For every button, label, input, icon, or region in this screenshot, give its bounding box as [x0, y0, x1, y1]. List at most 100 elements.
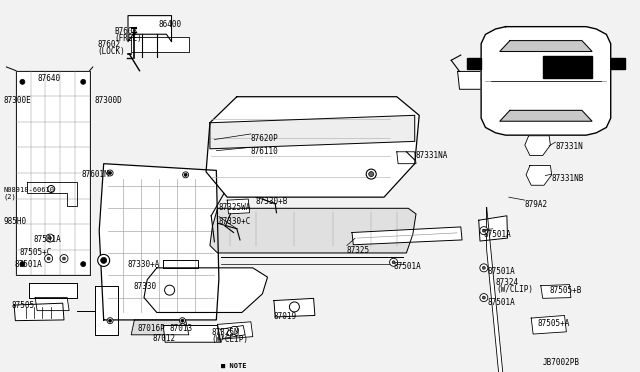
Text: 87324: 87324 — [496, 278, 519, 287]
Circle shape — [164, 285, 175, 295]
Text: 87330+C: 87330+C — [219, 217, 252, 225]
Polygon shape — [541, 285, 571, 298]
Circle shape — [47, 257, 50, 260]
Polygon shape — [163, 326, 221, 342]
Polygon shape — [35, 298, 69, 311]
Text: 87501A: 87501A — [14, 260, 42, 269]
Text: 87330+A: 87330+A — [128, 260, 161, 269]
Text: 87640: 87640 — [37, 74, 60, 83]
Polygon shape — [397, 152, 416, 164]
Text: 87330: 87330 — [133, 282, 156, 291]
Polygon shape — [206, 97, 419, 197]
Circle shape — [483, 266, 485, 269]
Polygon shape — [486, 207, 509, 372]
Circle shape — [184, 173, 187, 176]
Text: 87505+A: 87505+A — [538, 319, 570, 328]
Circle shape — [289, 302, 300, 312]
Polygon shape — [227, 199, 250, 214]
Text: 86400: 86400 — [159, 20, 182, 29]
Text: 87325: 87325 — [347, 246, 370, 254]
Polygon shape — [526, 166, 552, 185]
Circle shape — [483, 296, 485, 299]
Text: 87331N: 87331N — [556, 142, 583, 151]
Text: 87013: 87013 — [170, 324, 193, 333]
Text: 876110: 876110 — [251, 147, 278, 156]
Polygon shape — [531, 315, 566, 334]
Polygon shape — [274, 298, 315, 317]
Text: 87331NC: 87331NC — [552, 110, 584, 119]
Polygon shape — [14, 303, 64, 321]
Text: 87501A: 87501A — [488, 298, 515, 307]
Text: 87501A: 87501A — [488, 267, 515, 276]
Polygon shape — [99, 164, 219, 320]
Text: 87019: 87019 — [274, 312, 297, 321]
Polygon shape — [611, 58, 625, 69]
Text: 87505+B: 87505+B — [549, 286, 582, 295]
Circle shape — [48, 186, 54, 192]
Text: 87601M: 87601M — [82, 170, 109, 179]
Polygon shape — [210, 208, 416, 253]
Polygon shape — [29, 283, 77, 298]
Text: N08918-60610: N08918-60610 — [3, 187, 54, 193]
Text: (W/CLIP): (W/CLIP) — [496, 285, 533, 294]
Text: 985H0: 985H0 — [3, 217, 26, 225]
Text: 87505+C: 87505+C — [19, 248, 52, 257]
Circle shape — [60, 254, 68, 263]
Polygon shape — [163, 260, 198, 268]
Circle shape — [390, 258, 397, 266]
Text: 87330+B: 87330+B — [256, 197, 289, 206]
Circle shape — [366, 169, 376, 179]
Text: 87620P: 87620P — [251, 134, 278, 143]
Polygon shape — [144, 268, 268, 312]
Circle shape — [480, 264, 488, 272]
Polygon shape — [458, 71, 494, 89]
Text: 87012: 87012 — [152, 334, 175, 343]
Polygon shape — [525, 105, 550, 125]
Circle shape — [392, 261, 395, 264]
Text: (LOCK): (LOCK) — [97, 47, 125, 56]
Polygon shape — [500, 110, 592, 121]
Polygon shape — [500, 41, 592, 51]
Text: 87501A: 87501A — [33, 235, 61, 244]
Polygon shape — [210, 115, 415, 149]
Text: 87325M: 87325M — [211, 328, 239, 337]
Circle shape — [182, 172, 189, 178]
Text: 873A2: 873A2 — [480, 74, 503, 83]
Polygon shape — [221, 326, 245, 339]
Polygon shape — [218, 322, 253, 339]
Circle shape — [109, 171, 111, 174]
Polygon shape — [131, 320, 189, 335]
Polygon shape — [16, 71, 90, 275]
Polygon shape — [479, 216, 508, 241]
Text: (2): (2) — [3, 193, 16, 200]
Circle shape — [81, 79, 86, 84]
Text: (W/CLIP): (W/CLIP) — [211, 335, 248, 344]
Text: 87501A: 87501A — [394, 262, 421, 271]
Circle shape — [46, 234, 54, 242]
Circle shape — [179, 318, 186, 324]
Circle shape — [20, 262, 25, 267]
Circle shape — [109, 319, 111, 322]
Polygon shape — [128, 16, 172, 42]
Polygon shape — [95, 286, 118, 335]
Circle shape — [107, 318, 113, 324]
Text: 87331NA: 87331NA — [416, 151, 449, 160]
Circle shape — [81, 262, 86, 267]
Text: (FREE): (FREE) — [114, 34, 141, 43]
Circle shape — [480, 227, 488, 235]
Polygon shape — [525, 136, 550, 155]
Polygon shape — [467, 58, 481, 69]
Text: 87300D: 87300D — [95, 96, 122, 105]
Circle shape — [369, 171, 374, 177]
Text: B7603: B7603 — [114, 27, 137, 36]
Circle shape — [480, 294, 488, 302]
Polygon shape — [543, 56, 592, 78]
Circle shape — [230, 326, 238, 334]
Polygon shape — [27, 182, 77, 206]
Circle shape — [20, 79, 25, 84]
Text: 87325WA: 87325WA — [219, 203, 252, 212]
Circle shape — [483, 229, 485, 232]
Text: 879A2: 879A2 — [525, 200, 548, 209]
Polygon shape — [131, 37, 189, 52]
Text: 87300E: 87300E — [3, 96, 31, 105]
